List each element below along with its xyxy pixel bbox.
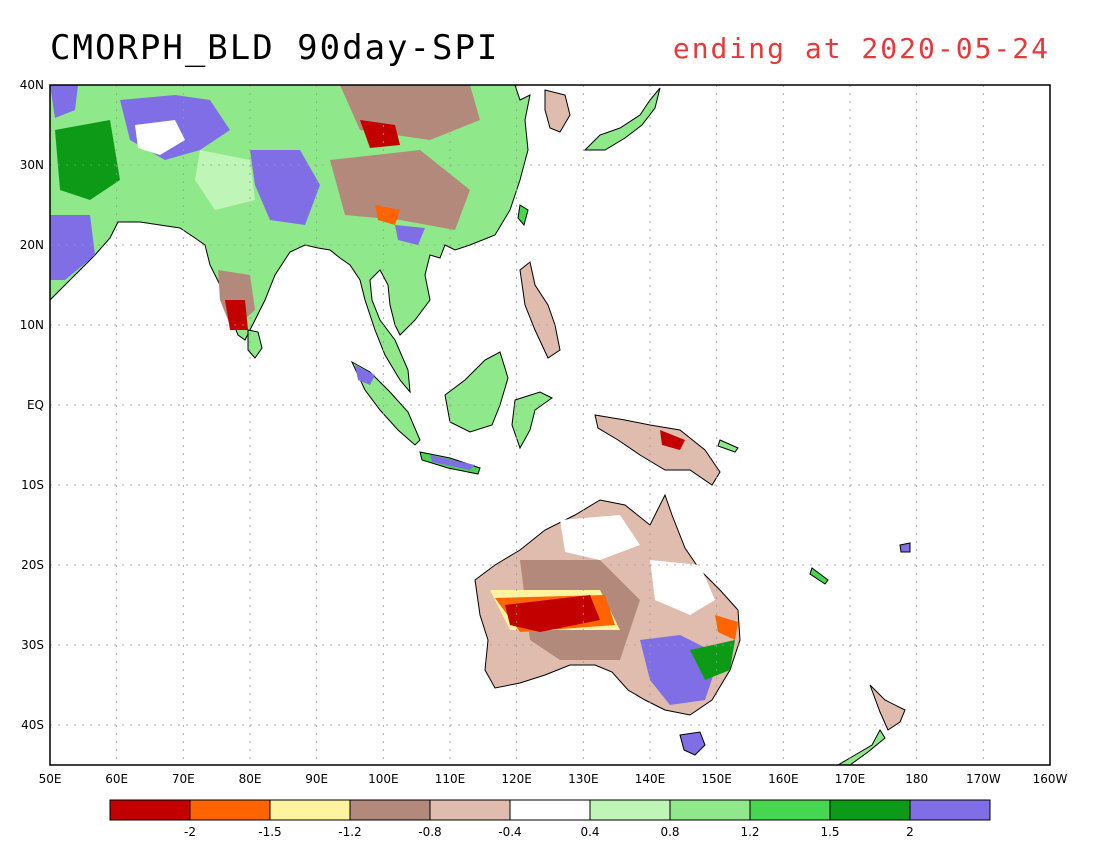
colorbar-swatch — [109, 799, 191, 821]
land-sulawesi — [511, 391, 553, 450]
colorbar-tick-label: -1.2 — [338, 825, 361, 839]
land-korea — [544, 89, 571, 133]
land-fiji — [899, 542, 911, 553]
land-srilanka — [247, 329, 263, 359]
lon-tick-label: 90E — [305, 772, 328, 786]
spi-patches — [50, 85, 738, 705]
lon-tick-label: 140E — [635, 772, 666, 786]
colorbar-tick-label: -2 — [184, 825, 196, 839]
colorbar-tick-label: 0.4 — [580, 825, 599, 839]
map-frame — [49, 84, 1051, 766]
land-tasmania — [679, 731, 706, 756]
colorbar-swatch — [189, 799, 271, 821]
lon-tick-label: 130E — [568, 772, 599, 786]
land-newzealand-north — [869, 684, 906, 731]
colorbar-swatch — [909, 799, 991, 821]
map-date: ending at 2020-05-24 — [672, 32, 1050, 65]
land-newguinea — [594, 414, 721, 486]
lat-tick-label: 30N — [20, 158, 44, 172]
lon-tick-label: 170W — [966, 772, 1001, 786]
lon-tick-label: 170E — [835, 772, 866, 786]
lat-tick-label: 40N — [20, 78, 44, 92]
lat-axis: 40N 30N 20N 10N EQ 10S 20S 30S 40S — [20, 78, 44, 732]
colorbar-swatch — [829, 799, 911, 821]
lat-tick-label: 20S — [21, 558, 44, 572]
lat-tick-label: 10N — [20, 318, 44, 332]
colorbar-tick-label: 1.2 — [740, 825, 759, 839]
colorbar-swatch — [269, 799, 351, 821]
land-borneo — [444, 351, 509, 433]
colorbar-swatch — [429, 799, 511, 821]
lon-tick-label: 150E — [701, 772, 732, 786]
lat-tick-label: 30S — [21, 638, 44, 652]
lon-tick-label: 80E — [239, 772, 262, 786]
lon-tick-label: 120E — [501, 772, 532, 786]
colorbar-tick-label: 0.8 — [660, 825, 679, 839]
colorbar-tick-label: -1.5 — [258, 825, 281, 839]
lat-tick-label: 10S — [21, 478, 44, 492]
land-japan — [583, 87, 661, 151]
lat-tick-label: EQ — [27, 398, 44, 412]
colorbar-tick-label: -0.4 — [498, 825, 521, 839]
land-taiwan — [517, 204, 529, 227]
lat-tick-label: 20N — [20, 238, 44, 252]
land-newcaledonia — [809, 567, 829, 585]
lon-tick-label: 160E — [768, 772, 799, 786]
colorbar — [109, 799, 991, 821]
colorbar-swatch — [349, 799, 431, 821]
colorbar-tick-label: 2 — [906, 825, 914, 839]
map-title: CMORPH_BLD 90day-SPI — [50, 28, 500, 68]
lon-tick-label: 180 — [905, 772, 928, 786]
lon-tick-label: 70E — [172, 772, 195, 786]
colorbar-swatch — [669, 799, 751, 821]
gridlines — [50, 85, 1050, 765]
lon-tick-label: 60E — [105, 772, 128, 786]
colorbar-swatch — [589, 799, 671, 821]
colorbar-tick-label: 1.5 — [820, 825, 839, 839]
colorbar-labels: -2 -1.5 -1.2 -0.8 -0.4 0.4 0.8 1.2 1.5 2 — [184, 825, 914, 839]
land-layer — [50, 85, 911, 765]
lon-tick-label: 160W — [1033, 772, 1068, 786]
land-philippines — [519, 261, 561, 359]
land-newzealand-south — [837, 729, 886, 765]
colorbar-swatch — [509, 799, 591, 821]
colorbar-swatch — [749, 799, 831, 821]
lon-tick-label: 50E — [39, 772, 62, 786]
lon-tick-label: 100E — [368, 772, 399, 786]
lon-tick-label: 110E — [435, 772, 466, 786]
land-solomon — [717, 439, 739, 453]
lon-axis: 50E 60E 70E 80E 90E 100E 110E 120E 130E 140E 150E 1… — [39, 772, 1068, 786]
colorbar-tick-label: -0.8 — [418, 825, 441, 839]
lat-tick-label: 40S — [21, 718, 44, 732]
